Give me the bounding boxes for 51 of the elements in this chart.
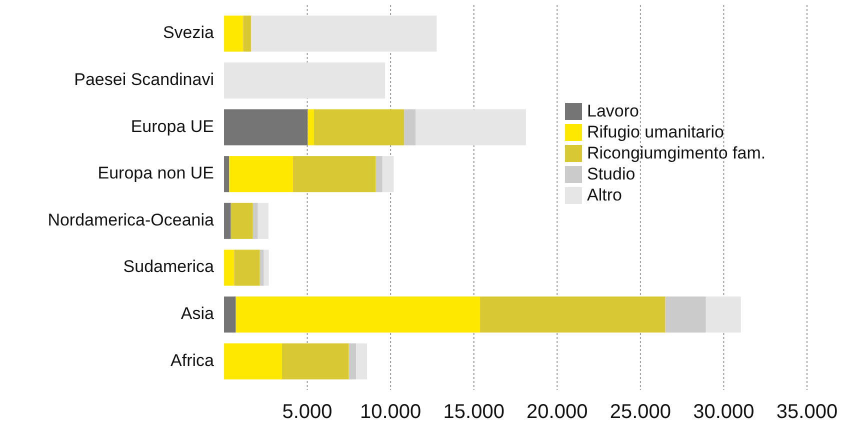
x-tick-label: 35.000 xyxy=(776,401,838,423)
bar xyxy=(292,156,376,192)
bar xyxy=(382,156,394,192)
bar xyxy=(224,343,282,380)
bar xyxy=(706,296,741,333)
x-tick-label: 15.000 xyxy=(443,401,504,423)
bar xyxy=(665,296,706,333)
bar xyxy=(224,16,244,52)
y-tick-label: Svezia xyxy=(162,23,215,42)
bar xyxy=(229,156,293,192)
bar xyxy=(308,109,314,146)
bar xyxy=(404,109,416,146)
y-tick-label: Europa UE xyxy=(130,116,214,136)
bar xyxy=(224,202,231,239)
y-tick-label: Sudamerica xyxy=(123,257,215,276)
bar xyxy=(314,109,404,146)
bar xyxy=(260,250,264,286)
bar xyxy=(282,343,349,380)
y-tick-label: Europa non UE xyxy=(98,164,214,183)
x-tick-label: 20.000 xyxy=(526,401,588,423)
bar xyxy=(224,250,234,286)
bar xyxy=(258,202,268,239)
legend-label: Studio xyxy=(587,164,636,184)
bar xyxy=(224,109,308,146)
bar xyxy=(376,156,382,192)
bar xyxy=(251,16,437,52)
bar xyxy=(356,343,368,380)
legend-label: Altro xyxy=(587,185,622,204)
bar xyxy=(348,343,356,380)
x-tick-label: 25.000 xyxy=(610,401,672,423)
bar xyxy=(234,250,260,286)
y-tick-label: Nordamerica-Oceania xyxy=(48,210,215,230)
x-tick-label: 5.000 xyxy=(282,401,332,423)
bar xyxy=(230,202,252,239)
bar xyxy=(252,202,258,239)
bar xyxy=(224,62,386,98)
legend-label: Ricongiumgimento fam. xyxy=(587,143,766,162)
y-tick-label: Asia xyxy=(180,304,215,324)
legend-label: Lavoro xyxy=(587,101,639,120)
bar xyxy=(236,296,480,333)
bar xyxy=(224,296,236,333)
bar xyxy=(416,109,526,146)
bar xyxy=(264,250,269,286)
legend-label: Rifugio umanitario xyxy=(587,122,724,142)
bar xyxy=(224,156,230,192)
bar xyxy=(480,296,666,333)
x-tick-label: 30.000 xyxy=(693,401,754,423)
x-tick-label: 10.000 xyxy=(360,401,422,423)
bar xyxy=(243,16,252,52)
y-tick-label: Paesei Scandinavi xyxy=(74,70,214,89)
y-tick-label: Africa xyxy=(170,350,215,370)
